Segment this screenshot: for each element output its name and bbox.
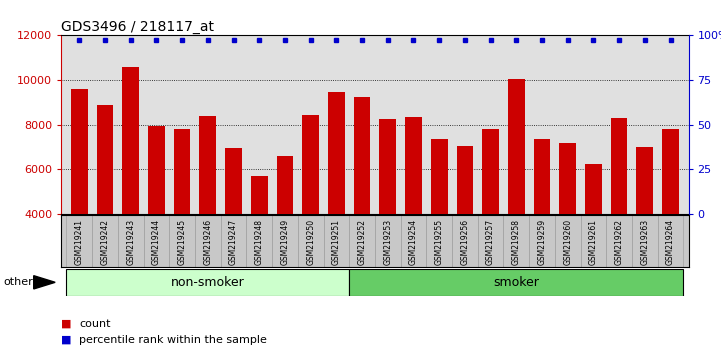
Text: GSM219252: GSM219252 <box>358 219 366 265</box>
Text: count: count <box>79 319 111 329</box>
Text: GSM219249: GSM219249 <box>280 219 289 265</box>
Bar <box>508 79 525 214</box>
Text: GSM219260: GSM219260 <box>563 219 572 265</box>
Bar <box>658 215 684 267</box>
Text: GSM219243: GSM219243 <box>126 219 136 265</box>
Text: ■: ■ <box>61 319 72 329</box>
Bar <box>174 129 190 214</box>
Bar <box>302 115 319 214</box>
Text: GSM219250: GSM219250 <box>306 219 315 265</box>
Polygon shape <box>34 276 55 289</box>
Bar <box>405 117 422 214</box>
Bar <box>148 126 165 214</box>
Bar <box>354 97 371 214</box>
Text: GSM219264: GSM219264 <box>666 219 675 265</box>
Bar <box>272 215 298 267</box>
Bar <box>247 215 272 267</box>
Bar <box>349 269 684 296</box>
Bar <box>559 143 576 214</box>
Bar <box>169 215 195 267</box>
Bar <box>662 129 679 214</box>
Bar <box>328 92 345 214</box>
Bar <box>482 129 499 214</box>
Bar <box>632 215 658 267</box>
Text: GSM219246: GSM219246 <box>203 219 212 265</box>
Bar <box>143 215 169 267</box>
Text: GSM219253: GSM219253 <box>384 219 392 265</box>
Bar <box>611 118 627 214</box>
Bar <box>431 139 448 214</box>
Bar <box>195 215 221 267</box>
Text: GSM219241: GSM219241 <box>75 219 84 265</box>
Bar <box>66 269 349 296</box>
Bar <box>529 215 555 267</box>
Text: GSM219242: GSM219242 <box>100 219 110 265</box>
Text: percentile rank within the sample: percentile rank within the sample <box>79 335 267 345</box>
Text: GSM219259: GSM219259 <box>538 219 547 265</box>
Bar <box>478 215 503 267</box>
Bar <box>585 164 602 214</box>
Bar <box>200 116 216 214</box>
Text: GSM219247: GSM219247 <box>229 219 238 265</box>
Bar <box>401 215 426 267</box>
Bar <box>118 215 143 267</box>
Bar <box>349 215 375 267</box>
Text: GSM219257: GSM219257 <box>486 219 495 265</box>
Text: GSM219255: GSM219255 <box>435 219 443 265</box>
Bar <box>66 215 92 267</box>
Bar <box>298 215 324 267</box>
Bar <box>97 105 113 214</box>
Bar <box>221 215 247 267</box>
Bar <box>379 119 396 214</box>
Text: ■: ■ <box>61 335 72 345</box>
Text: GSM219244: GSM219244 <box>152 219 161 265</box>
Bar <box>277 156 293 214</box>
Bar <box>71 89 88 214</box>
Bar <box>534 139 550 214</box>
Bar <box>225 148 242 214</box>
Bar <box>375 215 401 267</box>
Bar <box>251 176 267 214</box>
Text: non-smoker: non-smoker <box>171 276 244 289</box>
Text: GSM219261: GSM219261 <box>589 219 598 265</box>
Bar <box>456 146 473 214</box>
Text: GSM219248: GSM219248 <box>255 219 264 265</box>
Bar <box>503 215 529 267</box>
Text: GSM219262: GSM219262 <box>614 219 624 265</box>
Bar <box>637 147 653 214</box>
Bar <box>555 215 580 267</box>
Text: GSM219251: GSM219251 <box>332 219 341 265</box>
Text: GSM219245: GSM219245 <box>177 219 187 265</box>
Text: smoker: smoker <box>493 276 539 289</box>
Bar <box>324 215 349 267</box>
Bar <box>580 215 606 267</box>
Text: GDS3496 / 218117_at: GDS3496 / 218117_at <box>61 21 214 34</box>
Bar <box>452 215 478 267</box>
Text: GSM219256: GSM219256 <box>461 219 469 265</box>
Text: other: other <box>4 277 33 287</box>
Bar <box>426 215 452 267</box>
Text: GSM219263: GSM219263 <box>640 219 650 265</box>
Text: GSM219254: GSM219254 <box>409 219 418 265</box>
Bar <box>606 215 632 267</box>
Bar <box>123 67 139 214</box>
Text: GSM219258: GSM219258 <box>512 219 521 265</box>
Bar <box>92 215 118 267</box>
